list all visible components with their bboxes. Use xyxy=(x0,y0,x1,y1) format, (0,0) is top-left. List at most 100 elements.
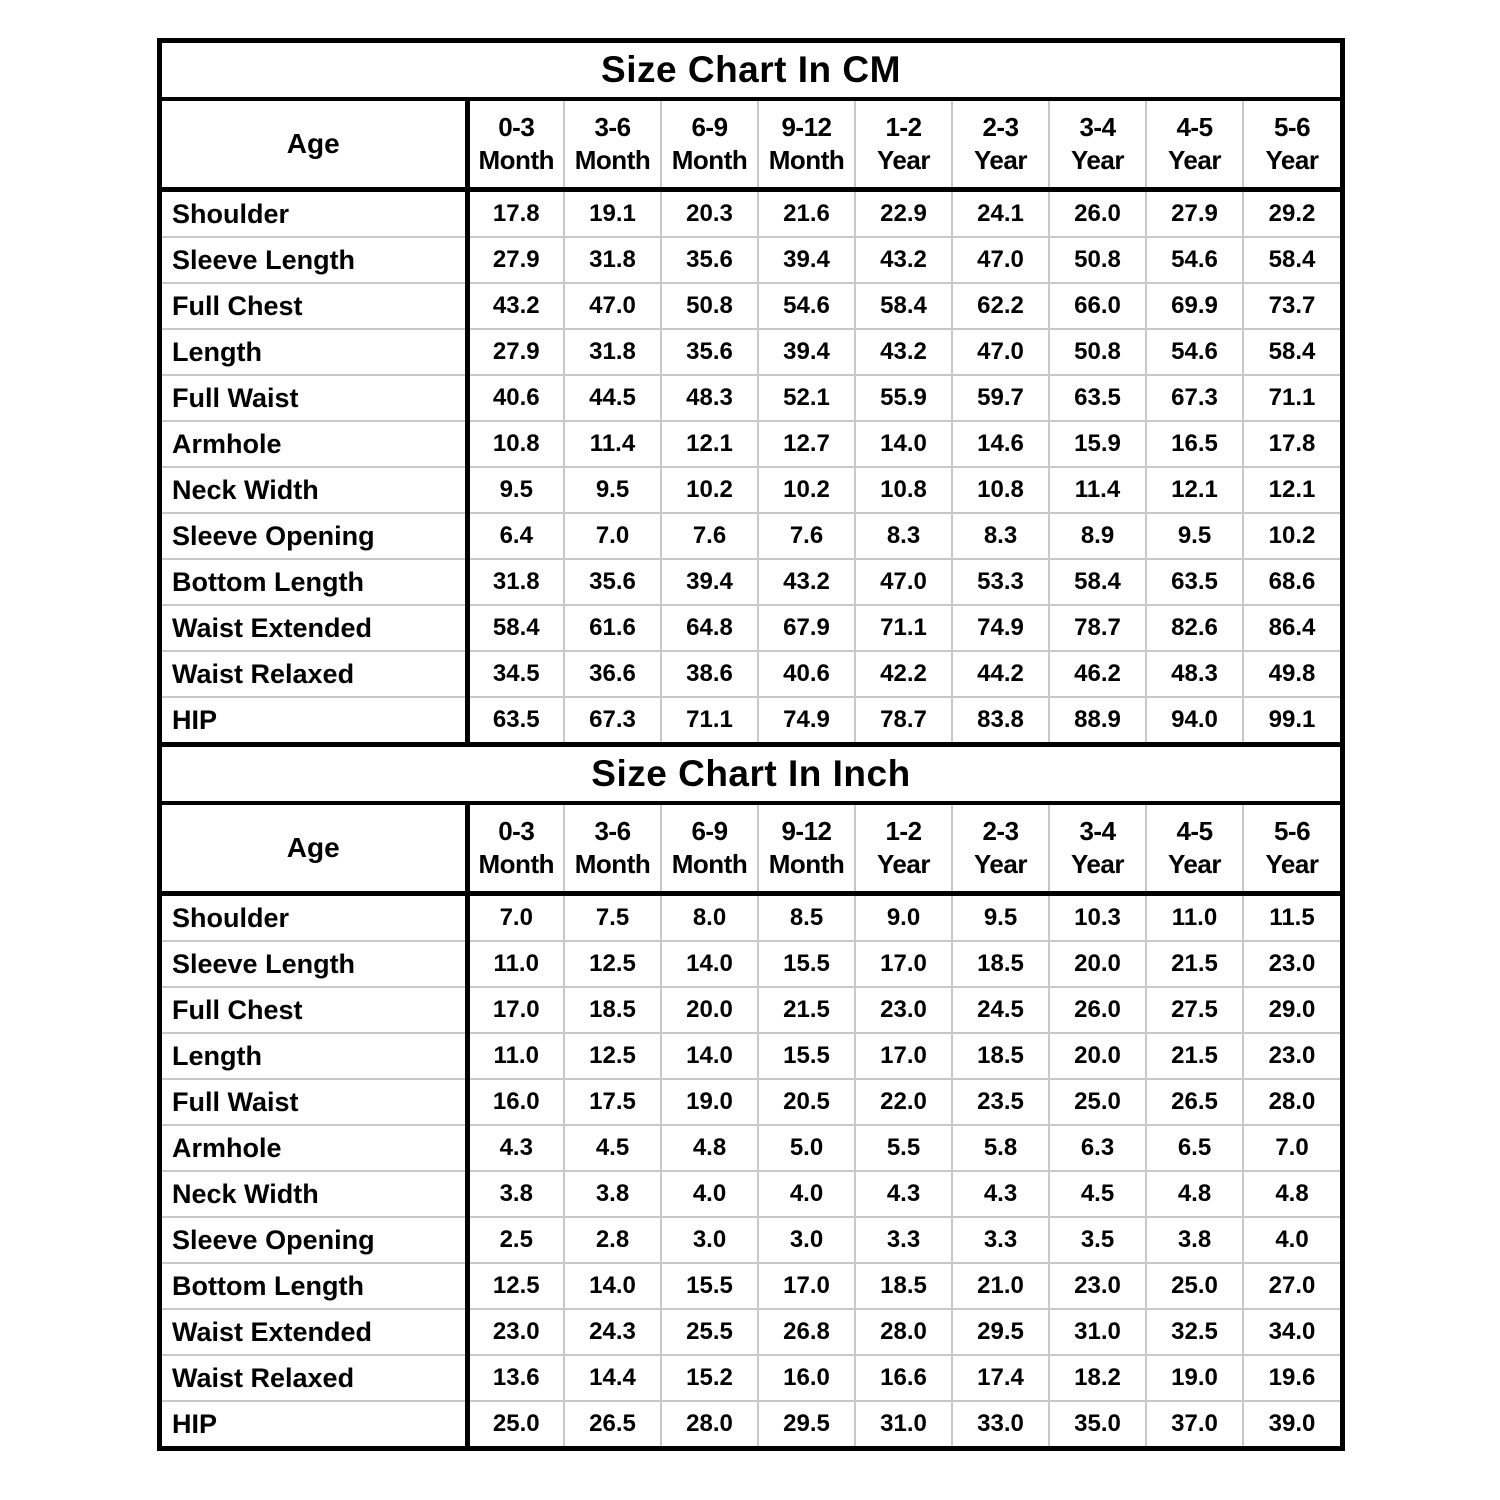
age-column-header: 0-3 Month xyxy=(467,101,564,192)
size-value-cell: 43.2 xyxy=(854,328,952,375)
age-range-label: 4-5 xyxy=(1176,816,1213,846)
size-value-cell: 7.0 xyxy=(499,904,533,931)
size-value-cell: 14.4 xyxy=(563,1354,661,1401)
size-value-cell: 20.0 xyxy=(1048,940,1146,987)
size-value-cell: 61.6 xyxy=(563,604,661,651)
size-value-cell: 50.8 xyxy=(1048,328,1146,375)
size-value-cell: 6.4 xyxy=(467,512,564,559)
measurement-label: HIP xyxy=(162,696,470,742)
size-value-cell: 9.5 xyxy=(1145,512,1243,559)
size-value-cell: 63.5 xyxy=(467,696,564,742)
cm-table-title: Size Chart In CM xyxy=(162,43,1340,101)
size-value-cell: 4.3 xyxy=(467,1124,564,1171)
size-value-cell: 39.0 xyxy=(1242,1400,1340,1446)
size-value-cell: 4.0 xyxy=(1242,1216,1340,1263)
age-column-header: 6-9 Month xyxy=(660,805,758,896)
size-value-cell: 4.8 xyxy=(660,1124,758,1171)
size-value-cell: 22.9 xyxy=(854,189,952,237)
age-column-header: 5-6 Year xyxy=(1242,101,1340,192)
size-value-cell: 12.5 xyxy=(563,940,661,987)
size-value-cell: 31.8 xyxy=(467,558,564,605)
size-value-cell: 26.0 xyxy=(1048,189,1146,237)
size-value-cell: 8.3 xyxy=(854,512,952,559)
measurement-row: Waist Relaxed 13.6 14.4 15.2 16.0 16.6 17.4 18.… xyxy=(162,1354,1340,1401)
measurement-label: Waist Relaxed xyxy=(162,650,470,697)
size-value-cell: 5.5 xyxy=(854,1124,952,1171)
age-range-label: 3-4 xyxy=(1079,816,1116,846)
size-value-cell: 3.0 xyxy=(660,1216,758,1263)
measurement-label: Waist Extended xyxy=(162,604,470,651)
size-value-cell: 26.0 xyxy=(1048,986,1146,1033)
age-range-label: 1-2 xyxy=(885,816,922,846)
age-column-header: 3-6 Month xyxy=(563,101,661,192)
size-value-cell: 11.4 xyxy=(563,420,661,467)
measurement-row: Full Waist 16.0 17.5 19.0 20.5 22.0 23.5 25.0 26… xyxy=(162,1078,1340,1125)
size-value-cell: 4.3 xyxy=(854,1170,952,1217)
size-value-cell: 23.0 xyxy=(1048,1262,1146,1309)
size-value-cell: 50.8 xyxy=(1048,236,1146,283)
size-value-cell: 73.7 xyxy=(1242,282,1340,329)
size-value-cell: 15.9 xyxy=(1048,420,1146,467)
size-value-cell: 53.3 xyxy=(951,558,1049,605)
age-unit-label: Year xyxy=(1265,849,1319,879)
size-value-cell: 58.4 xyxy=(1048,558,1146,605)
size-value-cell: 2.8 xyxy=(563,1216,661,1263)
size-value-cell: 23.5 xyxy=(951,1078,1049,1125)
size-value-cell: 6.5 xyxy=(1145,1124,1243,1171)
size-value-cell: 27.9 xyxy=(1145,189,1243,237)
age-column-header: 2-3 Year xyxy=(951,101,1049,192)
size-value-cell: 23.0 xyxy=(467,1308,564,1355)
size-value-cell: 15.5 xyxy=(660,1262,758,1309)
inch-size-section: Size Chart In Inch Age 0-3 Month 3-6 Month 6-… xyxy=(162,742,1340,1446)
size-value-cell: 55.9 xyxy=(854,374,952,421)
measurement-row: Armhole 10.8 11.4 12.1 12.7 14.0 14.6 15.9 16.5 1… xyxy=(162,420,1340,467)
size-value-cell: 11.0 xyxy=(1145,893,1243,941)
size-value-cell: 3.3 xyxy=(951,1216,1049,1263)
measurement-label: Sleeve Length xyxy=(162,236,470,283)
measurement-label: Sleeve Opening xyxy=(162,512,470,559)
size-value-cell: 29.0 xyxy=(1242,986,1340,1033)
measurement-row: HIP 25.0 26.5 28.0 29.5 31.0 33.0 35.0 37.0 39.0 xyxy=(162,1400,1340,1446)
measurement-row: Waist Extended 23.0 24.3 25.5 26.8 28.0 29.5 31… xyxy=(162,1308,1340,1355)
measurement-row: Armhole 4.3 4.5 4.8 5.0 5.5 5.8 6.3 6.5 7.0 xyxy=(162,1124,1340,1171)
size-value-cell: 11.0 xyxy=(467,1032,564,1079)
size-value-cell: 43.2 xyxy=(757,558,855,605)
size-value-cell: 35.0 xyxy=(1048,1400,1146,1446)
inch-table-title: Size Chart In Inch xyxy=(162,747,1340,805)
size-value-cell: 62.2 xyxy=(951,282,1049,329)
measurement-label: Waist Relaxed xyxy=(162,1354,470,1401)
size-value-cell: 24.1 xyxy=(951,189,1049,237)
size-value-cell: 10.2 xyxy=(660,466,758,513)
age-range-label: 2-3 xyxy=(982,112,1019,142)
age-column-header: 4-5 Year xyxy=(1145,101,1243,192)
size-value-cell: 7.0 xyxy=(563,512,661,559)
age-unit-label: Year xyxy=(1168,145,1221,175)
size-value-cell: 11.5 xyxy=(1242,893,1340,941)
measurement-label: Bottom Length xyxy=(162,558,470,605)
age-range-label: 0-3 xyxy=(498,816,535,846)
size-value-cell: 14.0 xyxy=(563,1262,661,1309)
size-value-cell: 43.2 xyxy=(467,282,564,329)
size-value-cell: 37.0 xyxy=(1145,1400,1243,1446)
measurement-row: Neck Width 9.5 9.5 10.2 10.2 10.8 10.8 11.4 12.1… xyxy=(162,466,1340,513)
size-value-cell: 47.0 xyxy=(951,236,1049,283)
size-value-cell: 5.8 xyxy=(951,1124,1049,1171)
size-value-cell: 8.0 xyxy=(660,893,758,941)
size-value-cell: 26.5 xyxy=(563,1400,661,1446)
size-value-cell: 47.0 xyxy=(854,558,952,605)
size-value-cell: 26.8 xyxy=(757,1308,855,1355)
measurement-label: Armhole xyxy=(162,1124,470,1171)
age-range-label: 5-6 xyxy=(1273,112,1311,142)
measurement-label: Full Chest xyxy=(162,986,470,1033)
measurement-label: Length xyxy=(162,1032,470,1079)
size-value-cell: 14.0 xyxy=(854,420,952,467)
size-value-cell: 10.8 xyxy=(467,420,564,467)
size-value-cell: 7.6 xyxy=(660,512,758,559)
size-value-cell: 26.5 xyxy=(1145,1078,1243,1125)
header-row: Age 0-3 Month 3-6 Month 6-9 Month 9-12 Month 1-2 Y… xyxy=(162,805,1340,896)
size-value-cell: 15.5 xyxy=(757,1032,855,1079)
age-unit-label: Month xyxy=(671,145,748,175)
size-value-cell: 9.5 xyxy=(951,893,1049,941)
size-value-cell: 78.7 xyxy=(854,696,952,742)
size-value-cell: 59.7 xyxy=(951,374,1049,421)
